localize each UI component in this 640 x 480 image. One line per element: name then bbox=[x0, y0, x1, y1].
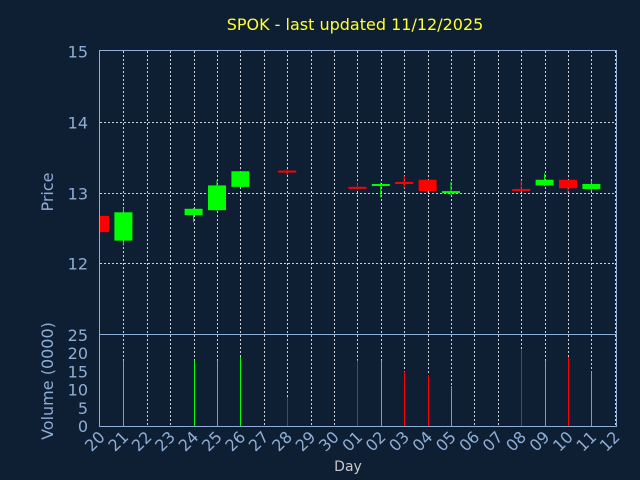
candle bbox=[231, 171, 250, 188]
candle-body bbox=[208, 185, 226, 211]
volume-tick-label: 15 bbox=[68, 362, 88, 381]
x-axis-label: Day bbox=[334, 459, 362, 475]
candle bbox=[535, 173, 554, 187]
volume-tick-label: 25 bbox=[68, 326, 88, 345]
volume-plot-frame bbox=[99, 334, 617, 427]
candle-body bbox=[348, 186, 367, 189]
volume-grid bbox=[123, 335, 616, 426]
volume-tick-label: 0 bbox=[78, 417, 88, 436]
candle bbox=[559, 179, 577, 193]
candle bbox=[278, 169, 297, 175]
candle bbox=[114, 208, 133, 246]
candle bbox=[418, 179, 437, 193]
price-tick-label: 14 bbox=[68, 114, 88, 133]
candle-body bbox=[100, 215, 109, 233]
price-tick-label: 13 bbox=[68, 185, 88, 204]
price-grid bbox=[100, 51, 616, 334]
price-axis-label: Price bbox=[38, 172, 57, 211]
chart-title: SPOK - last updated 11/12/2025 bbox=[227, 15, 484, 34]
candle-body bbox=[231, 171, 250, 187]
candle-body bbox=[371, 184, 390, 187]
volume-bars bbox=[123, 349, 592, 426]
volume-tick-label: 10 bbox=[68, 381, 88, 400]
candle-body bbox=[418, 179, 437, 192]
price-candles bbox=[99, 169, 601, 246]
candle-body bbox=[535, 179, 554, 186]
x-axis: 2021222324252627282930010203040506070809… bbox=[81, 427, 624, 455]
candle bbox=[582, 180, 601, 192]
candle-body bbox=[442, 191, 460, 194]
candle bbox=[348, 182, 367, 190]
candle-body bbox=[512, 188, 531, 191]
volume-axis-label: Volume (0000) bbox=[38, 322, 57, 440]
candle-body bbox=[184, 208, 203, 216]
candle-body bbox=[395, 181, 414, 185]
candle-body bbox=[114, 212, 133, 241]
volume-tick-label: 5 bbox=[78, 399, 88, 418]
candle bbox=[512, 180, 531, 192]
price-tick-label: 12 bbox=[68, 255, 88, 274]
candle bbox=[208, 180, 226, 211]
x-tick-label: 12 bbox=[596, 427, 624, 455]
candle-body bbox=[582, 184, 601, 189]
candle-body bbox=[278, 170, 297, 173]
candle bbox=[395, 175, 414, 189]
candle bbox=[371, 182, 390, 198]
candle-body bbox=[559, 179, 577, 189]
price-y-axis: 15 14 13 12 bbox=[68, 43, 88, 274]
price-tick-label: 15 bbox=[68, 43, 88, 62]
candle bbox=[99, 215, 109, 233]
candle bbox=[184, 208, 203, 223]
candle bbox=[442, 181, 460, 196]
volume-tick-label: 20 bbox=[68, 344, 88, 363]
price-panel: 15 14 13 12 Price bbox=[38, 43, 617, 335]
